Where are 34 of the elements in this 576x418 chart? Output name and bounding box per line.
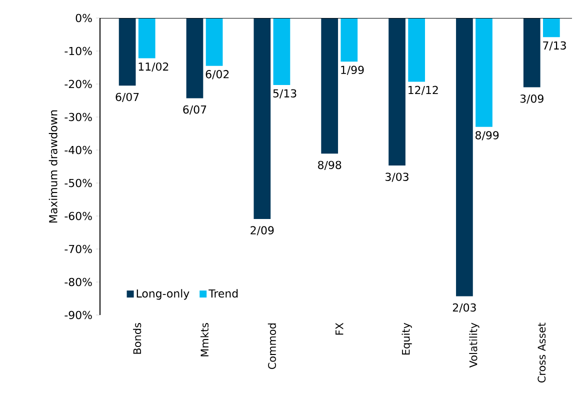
annotation: 3/09 bbox=[520, 94, 544, 104]
annotation: 12/12 bbox=[408, 86, 438, 96]
y-tick-label: 0% bbox=[76, 14, 92, 22]
y-tick-label: -80% bbox=[64, 278, 92, 286]
x-tick-label: Cross Asset bbox=[538, 322, 546, 383]
x-tick-label: Volatility bbox=[469, 322, 480, 368]
annotation: 7/13 bbox=[543, 41, 566, 50]
y-tick-label: -90% bbox=[64, 310, 92, 320]
y-tick-label: -40% bbox=[64, 146, 92, 154]
y-axis-title: Maximum drawdown bbox=[48, 110, 58, 223]
annotation: 3/03 bbox=[386, 172, 408, 182]
y-tick-label: -10% bbox=[64, 46, 92, 56]
y-tick-label: -20% bbox=[64, 80, 92, 88]
x-tick-label: Mmkts bbox=[200, 323, 209, 356]
x-tick-label: Commod bbox=[268, 323, 276, 370]
annotation: 2/03 bbox=[452, 303, 476, 313]
legend-label: Long-only bbox=[136, 289, 190, 300]
annotation: 8/99 bbox=[476, 131, 499, 140]
annotation: 2/09 bbox=[250, 226, 274, 236]
annotation: 6/02 bbox=[206, 70, 229, 80]
y-tick-label: -30% bbox=[64, 112, 92, 122]
annotation: 8/98 bbox=[318, 160, 342, 170]
annotation: 6/07 bbox=[116, 92, 139, 102]
annotation: 6/07 bbox=[183, 105, 206, 115]
annotation: 11/02 bbox=[138, 62, 168, 72]
x-tick-label: Bonds bbox=[133, 323, 142, 354]
y-tick-label: -60% bbox=[64, 212, 92, 220]
x-tick-label: Equity bbox=[402, 322, 412, 355]
legend-label: Trend bbox=[208, 289, 238, 298]
x-tick-label: FX bbox=[336, 322, 344, 335]
y-tick-label: -50% bbox=[64, 178, 92, 188]
y-tick-label: -70% bbox=[64, 244, 92, 254]
annotation: 1/99 bbox=[341, 66, 364, 75]
annotation: 5/13 bbox=[273, 89, 296, 98]
